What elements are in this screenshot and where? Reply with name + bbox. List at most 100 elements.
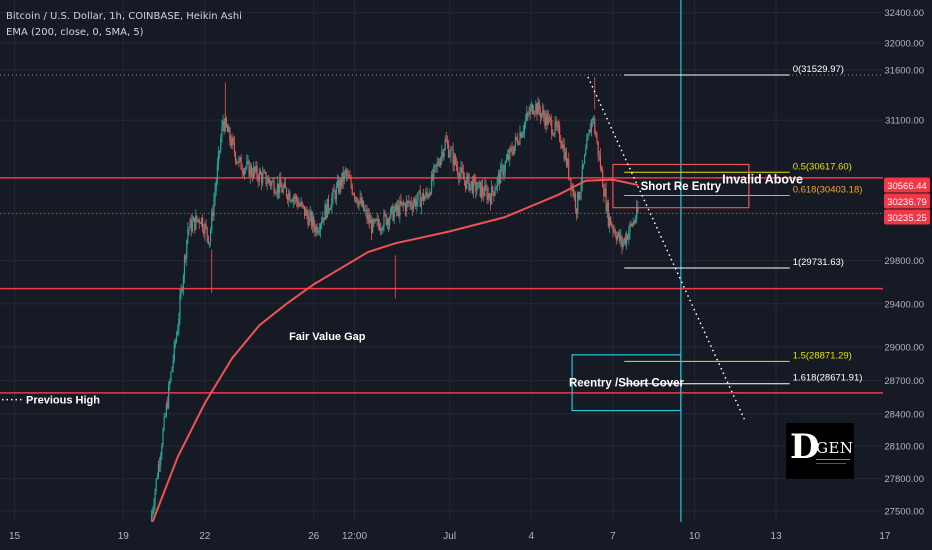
candle [497,173,500,179]
candle [274,192,276,194]
price-tag[interactable] [884,177,930,193]
candle [568,159,570,178]
candle [352,193,354,195]
candle [292,197,294,202]
candle [300,202,302,206]
reentry-short-cover-box[interactable] [571,354,682,412]
candle [365,209,367,211]
candle [604,189,606,197]
candle [185,256,187,259]
candle [355,197,357,199]
candle [470,180,472,184]
candle [243,169,246,175]
candle [251,174,254,178]
y-tick-label: 29800.00 [884,256,924,267]
candle [581,165,583,185]
candle [570,178,572,190]
candle [326,198,328,218]
candle [487,193,489,200]
candle [258,171,260,182]
candle [451,149,453,151]
candle [268,178,271,183]
dgen-logo: D GEN [786,423,854,479]
candle [553,133,555,135]
candle [383,212,385,228]
x-tick-label: 22 [199,531,211,542]
candle [514,137,517,146]
candle [578,191,580,199]
candle [279,179,281,193]
candle [505,159,507,163]
candle [308,215,310,226]
indicator-legend[interactable]: EMA (200, close, 0, SMA, 5) [6,27,144,38]
candle [572,186,574,196]
candle [233,142,235,153]
candle [493,191,495,196]
candle [485,185,487,189]
candle [273,180,275,193]
candle [386,219,388,225]
candle [552,133,554,135]
candle [187,228,189,241]
candle [418,191,420,193]
y-axis-panel[interactable] [883,0,932,522]
candle [162,429,164,447]
candle [328,209,331,211]
candle [625,235,628,244]
candle [590,119,592,133]
ema-line[interactable] [149,178,639,528]
candle [238,159,240,164]
candle [372,219,374,233]
candle [211,212,213,231]
candle [348,174,350,178]
dotted-trend-line[interactable] [587,76,746,420]
candle [166,403,169,408]
fib-level-label: 0(31529.97) [793,64,844,75]
candle [163,416,165,430]
candle [521,133,523,138]
candle [399,200,401,217]
candle [356,197,358,203]
candle [178,318,180,330]
y-tick-label: 27500.00 [884,507,924,518]
candle [610,216,612,226]
short-re-entry-box[interactable] [612,163,750,209]
candle [500,165,502,184]
candle [441,151,443,158]
candle [433,167,435,180]
candle [164,415,166,417]
candle [434,164,436,168]
x-axis-panel[interactable] [0,522,932,550]
candle [483,193,485,196]
price-tag-label: 30566.44 [887,181,927,192]
candle [523,123,526,132]
candle [501,165,503,167]
candle [449,155,451,158]
candle [591,118,594,120]
candle [214,190,216,200]
candle [628,232,630,240]
candle [436,162,438,166]
candle [480,185,483,197]
candle [621,236,623,247]
candle [589,129,591,133]
candle [385,214,387,225]
candle [272,180,274,182]
price-tag[interactable] [884,209,930,225]
candle [636,206,638,220]
candle [491,186,493,205]
candle [253,167,255,178]
candle [215,181,217,191]
candle [410,202,412,207]
candle [420,198,422,208]
candle [174,341,177,343]
candle [158,464,161,466]
candle [445,139,447,142]
price-tag[interactable] [884,193,930,209]
candle [606,202,608,212]
candle [458,174,460,179]
candle [236,161,238,163]
candle [440,157,442,166]
symbol-title: Bitcoin / U.S. Dollar, 1h, COINBASE, Hei… [6,11,242,22]
